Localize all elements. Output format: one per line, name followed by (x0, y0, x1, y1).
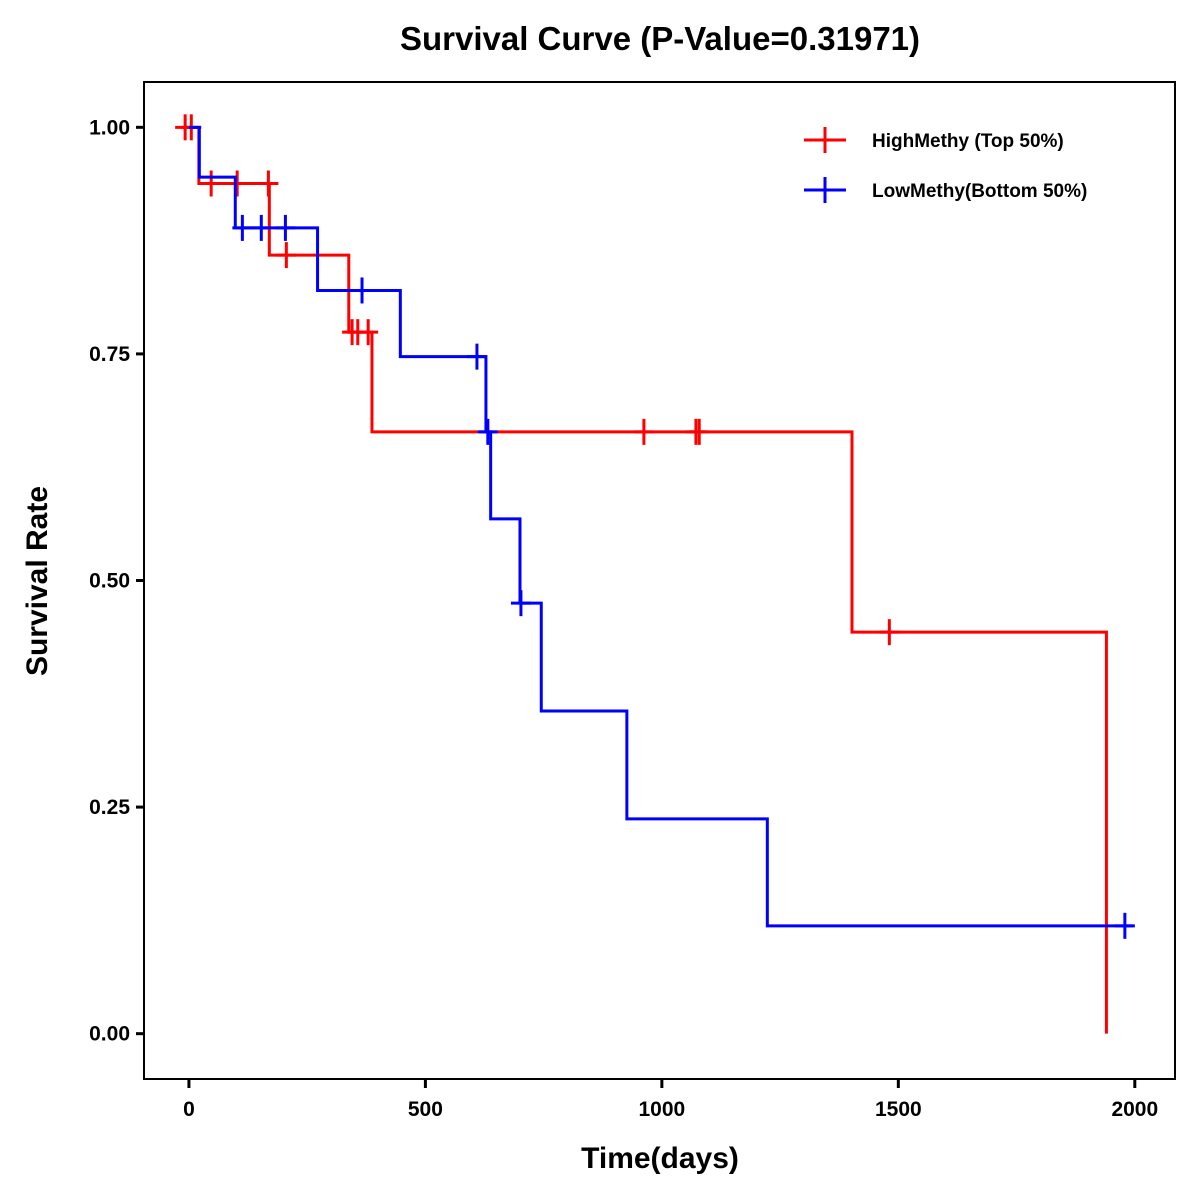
censor-mark (251, 214, 272, 241)
legend: HighMethy (Top 50%) LowMethy(Bottom 50%) (804, 127, 1087, 203)
survival-curve-high (188, 125, 1108, 1034)
chart-title: Survival Curve (P-Value=0.31971) (400, 20, 920, 57)
censor-mark (201, 170, 222, 197)
censor-mark (258, 170, 279, 197)
x-tick-label: 1500 (875, 1098, 922, 1121)
x-tick-label: 1000 (639, 1098, 686, 1121)
censor-mark (879, 619, 900, 646)
series-group (175, 114, 1135, 1034)
censor-mark (352, 277, 373, 304)
plot-panel-border (143, 81, 1176, 1080)
y-tick-label: 0.75 (89, 343, 130, 366)
censor-mark (689, 418, 710, 445)
censor-mark (1114, 912, 1135, 939)
censor-mark (275, 214, 296, 241)
x-tick-label: 2000 (1111, 1098, 1158, 1121)
y-tick-label: 0.25 (89, 796, 130, 819)
y-tick-label: 0.50 (89, 570, 130, 593)
censor-mark (477, 418, 498, 445)
censor-mark (358, 319, 379, 346)
x-axis: 0 500 1000 1500 2000 (183, 1079, 1158, 1121)
survival-curve-low (188, 125, 1133, 928)
censor-mark (232, 214, 253, 241)
y-axis: 0.00 0.25 0.50 0.75 1.00 (89, 116, 144, 1046)
censor-mark (510, 590, 531, 617)
censor-mark (227, 170, 248, 197)
y-tick-label: 0.00 (89, 1023, 130, 1046)
censor-mark (276, 242, 297, 269)
y-tick-label: 1.00 (89, 116, 130, 139)
x-axis-label: Time(days) (581, 1142, 739, 1175)
y-axis-label: Survival Rate (21, 486, 54, 676)
x-tick-label: 500 (408, 1098, 443, 1121)
x-tick-label: 0 (183, 1098, 195, 1121)
legend-label-high: HighMethy (Top 50%) (872, 131, 1064, 152)
censor-mark (633, 418, 654, 445)
censor-mark (466, 343, 487, 370)
legend-label-low: LowMethy(Bottom 50%) (872, 181, 1087, 202)
